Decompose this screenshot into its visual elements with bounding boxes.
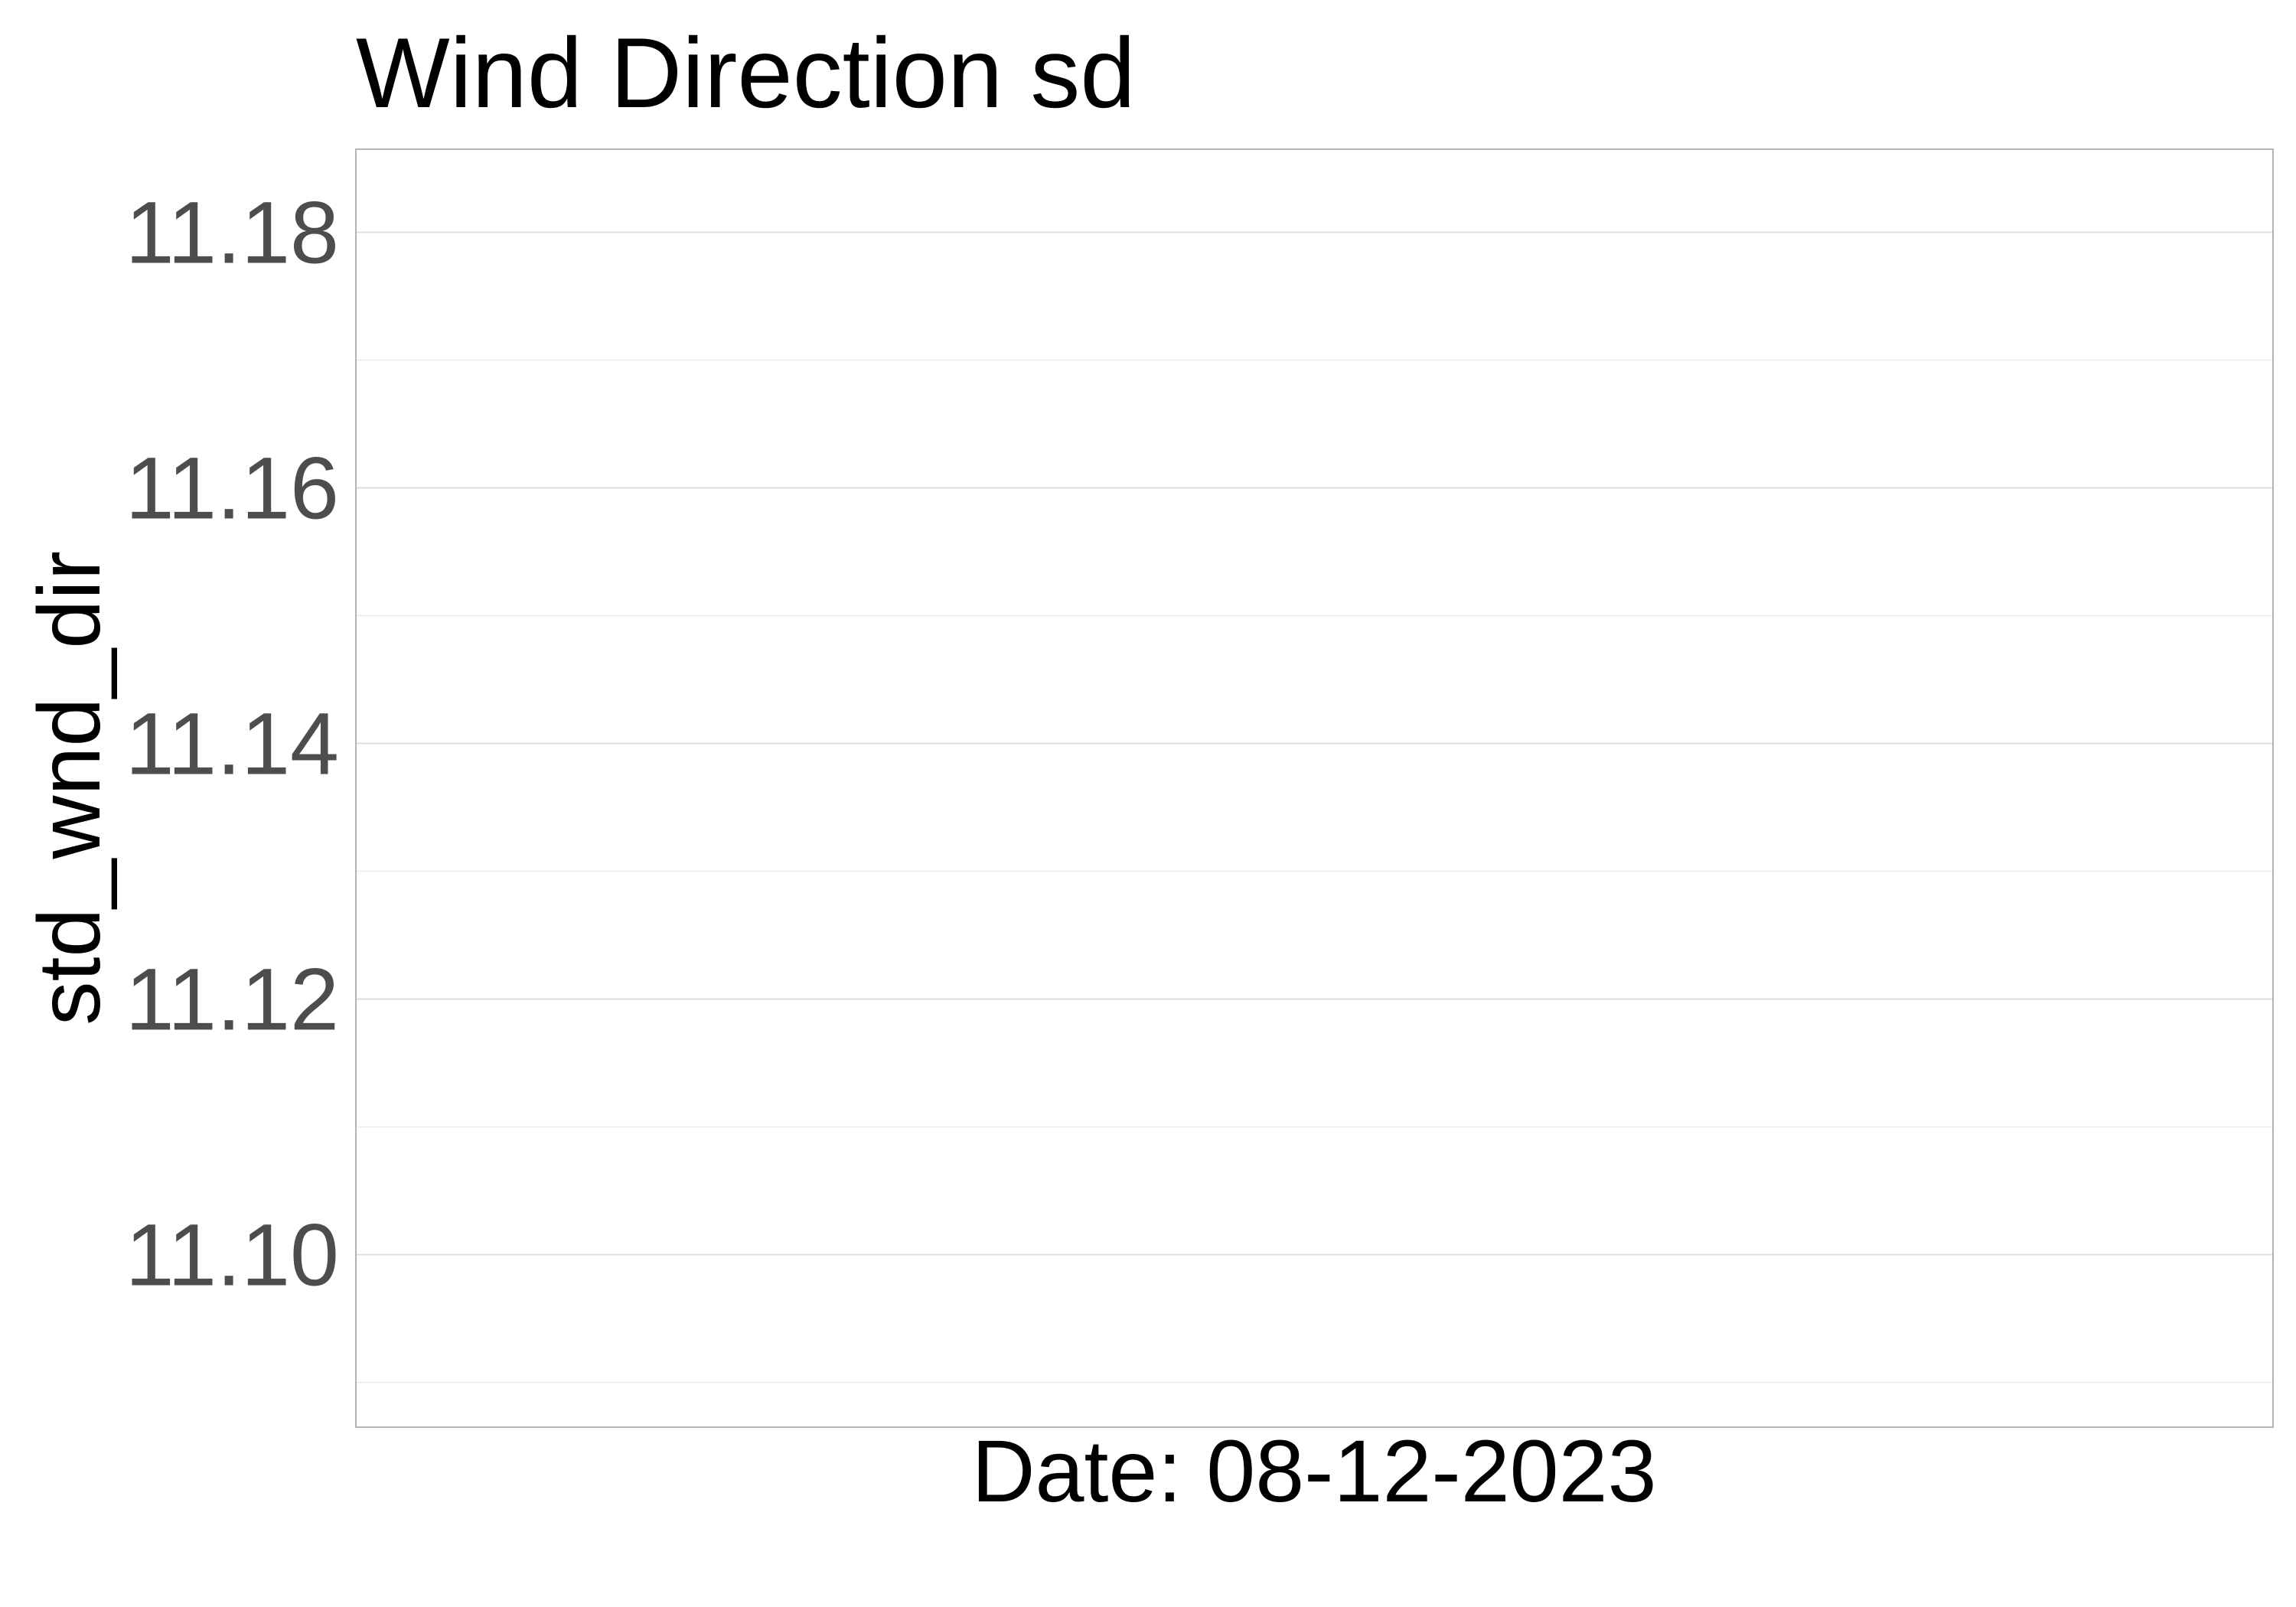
y-axis-ticks: 11.10 11.12 11.14 11.16 11.18 xyxy=(126,184,339,1305)
y-tick-label: 11.14 xyxy=(126,696,339,794)
plot-panel xyxy=(355,148,2274,1428)
y-tick-label: 11.12 xyxy=(126,951,339,1049)
x-axis-label: Date: 08-12-2023 xyxy=(971,1423,1656,1521)
panel-border xyxy=(355,148,2274,1428)
chart-title: Wind Direction sd xyxy=(356,17,1136,129)
y-tick-label: 11.18 xyxy=(126,184,339,282)
y-axis-label: std_wnd_dir xyxy=(21,551,119,1025)
grid-lines xyxy=(356,231,2273,1384)
y-tick-label: 11.16 xyxy=(126,440,339,538)
y-tick-label: 11.10 xyxy=(126,1207,339,1305)
